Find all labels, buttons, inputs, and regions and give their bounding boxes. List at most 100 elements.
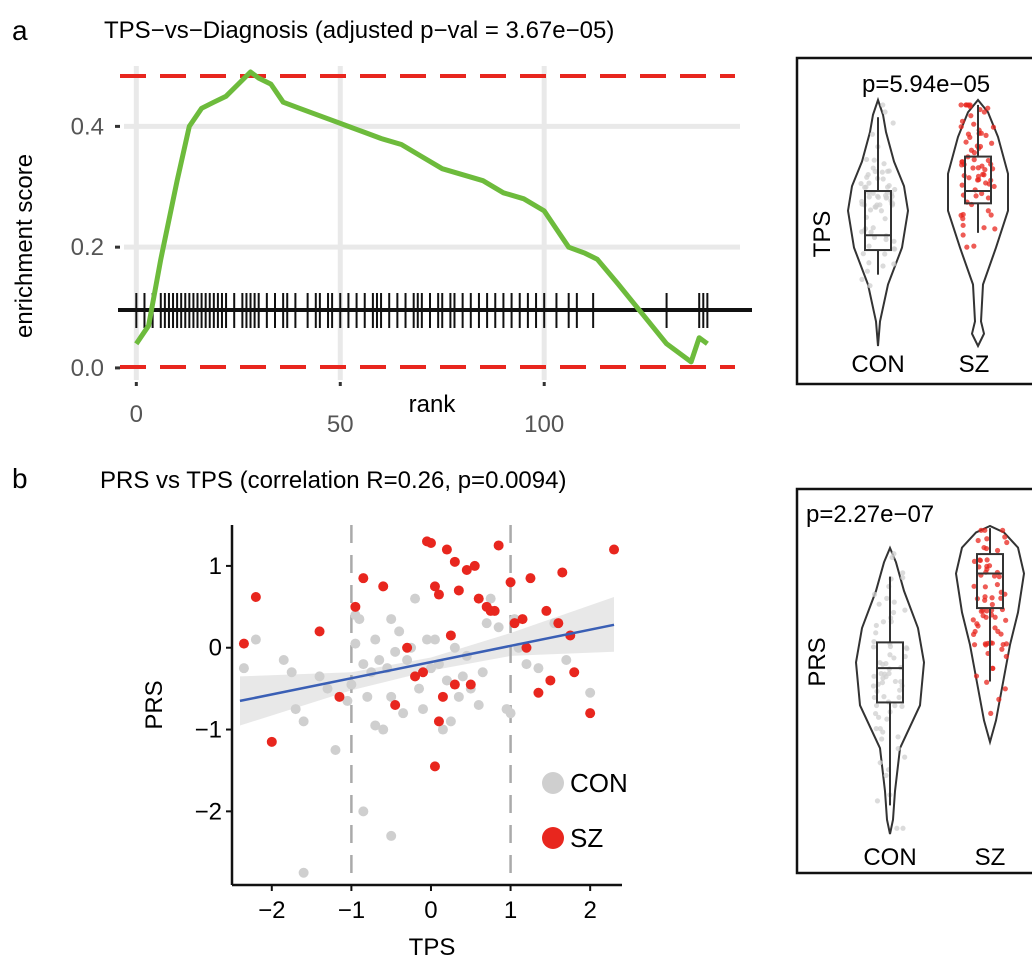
sz-point — [469, 560, 480, 571]
panel-a-ticks: 0 50 100 0.0 0.2 0.4 — [71, 113, 565, 438]
sz-point — [461, 565, 472, 575]
violin-a-con-point — [883, 195, 889, 201]
violin-a-sz-point — [971, 243, 977, 249]
violin-b-sz-point — [991, 573, 998, 579]
violin-b-sz-point — [971, 583, 977, 589]
violin-a-pvalue: p=5.94e−05 — [862, 71, 990, 98]
violin-b-sz-point — [988, 710, 994, 717]
violin-b-con-point — [884, 716, 890, 722]
violin-b-sz-point — [982, 594, 988, 600]
panel-b-points — [238, 536, 620, 878]
sz-point — [445, 630, 456, 641]
con-point — [453, 691, 464, 702]
violin-a-con-point — [869, 131, 876, 137]
violin-b-sz-point — [978, 527, 984, 533]
sz-point — [541, 605, 552, 616]
violin-a-sz-point — [981, 225, 987, 231]
violin-b-sz-point — [982, 641, 988, 647]
violin-b-frame — [795, 487, 1032, 875]
violin-a-sz-point — [980, 171, 986, 177]
violin-b-sz-point — [1003, 641, 1010, 647]
violin-a-con-box — [864, 190, 892, 252]
sz-point — [410, 671, 421, 682]
violin-a-sz-point — [960, 232, 966, 238]
violin-b-con-point — [889, 554, 895, 561]
violin-a-con-point — [877, 202, 883, 208]
con-point — [290, 704, 301, 715]
panel-a-grid — [124, 66, 740, 380]
violin-b-con-point — [892, 702, 898, 709]
violin-a-con-point — [883, 236, 889, 243]
violin-b-con-point — [873, 622, 879, 629]
violin-b-sz-point — [995, 628, 1001, 634]
violin-b-con-point — [871, 694, 877, 701]
violin-a-con-point — [867, 283, 873, 289]
violin-b-sz-point — [984, 536, 990, 542]
b-y-tick-label-0: −2 — [195, 798, 222, 825]
violin-a-group-con: CON — [851, 351, 904, 378]
con-point — [402, 655, 413, 665]
violin-a-con-violin-outline — [846, 96, 910, 347]
sz-point — [449, 556, 460, 567]
violin-b-con-point — [876, 601, 882, 607]
legend-con-swatch — [542, 772, 564, 794]
sz-point — [557, 567, 568, 578]
violin-b-con-point — [899, 703, 905, 709]
sz-point — [493, 540, 504, 551]
violin-a-con-point — [882, 216, 888, 222]
violin-b-sz-point — [1003, 653, 1009, 660]
con-point — [441, 675, 452, 686]
violin-a-con-point — [891, 238, 897, 244]
violin-a-sz-point — [978, 130, 984, 136]
violin-a-con-point — [890, 120, 896, 126]
b-x-tick-label-2: 0 — [424, 897, 437, 924]
con-point — [429, 634, 440, 645]
violin-b-sz-point — [989, 601, 995, 608]
violin-a-sz-point — [958, 102, 964, 108]
con-point — [322, 683, 333, 694]
b-y-tick-label-2: 0 — [209, 635, 222, 662]
sz-point — [418, 667, 429, 678]
con-point — [350, 638, 361, 649]
violin-b-con-point — [884, 595, 890, 601]
violin-a-plot — [846, 96, 1009, 349]
violin-a-con-point — [882, 251, 888, 257]
violin-b-con-point — [903, 645, 910, 651]
con-point — [410, 593, 421, 604]
con-point — [398, 708, 409, 719]
con-point — [457, 671, 468, 682]
sz-point — [453, 585, 464, 596]
violin-b-con-point — [873, 630, 879, 636]
violin-b-con-point — [880, 619, 887, 625]
b-y-tick-label-1: −1 — [195, 717, 222, 744]
violin-a-sz-point — [967, 134, 973, 140]
violin-a-sz-point — [981, 109, 987, 115]
violin-a-con-point — [858, 180, 864, 187]
con-point — [485, 593, 496, 604]
violin-a-sz-point — [982, 167, 988, 173]
confidence-band — [240, 597, 614, 726]
violin-a-sz-point — [963, 139, 969, 145]
sz-point — [437, 691, 448, 702]
con-point — [350, 610, 361, 620]
violin-b-con-point — [900, 825, 906, 831]
x-tick-label-0: 0 — [130, 401, 143, 428]
violin-b-con-point — [875, 714, 882, 720]
violin-b-con-point — [883, 772, 889, 778]
violin-a-con-point — [879, 169, 885, 175]
sz-point — [441, 544, 452, 555]
sz-point — [521, 642, 532, 653]
violin-b-sz-point — [984, 679, 990, 685]
violin-a-sz-point — [990, 124, 997, 130]
con-point — [425, 663, 436, 674]
sz-point — [422, 536, 432, 547]
violin-a-sz-point — [964, 244, 970, 250]
con-point — [358, 659, 369, 670]
violin-a-con-point — [866, 180, 872, 186]
violin-a-sz-point — [973, 193, 979, 199]
panel-a-label: a — [12, 15, 28, 46]
violin-a-sz-point — [966, 175, 972, 181]
violin-a-con-point — [860, 251, 866, 257]
panel-a-title: TPS−vs−Diagnosis (adjusted p−val = 3.67e… — [104, 17, 614, 44]
violin-a-sz-point — [971, 149, 977, 156]
